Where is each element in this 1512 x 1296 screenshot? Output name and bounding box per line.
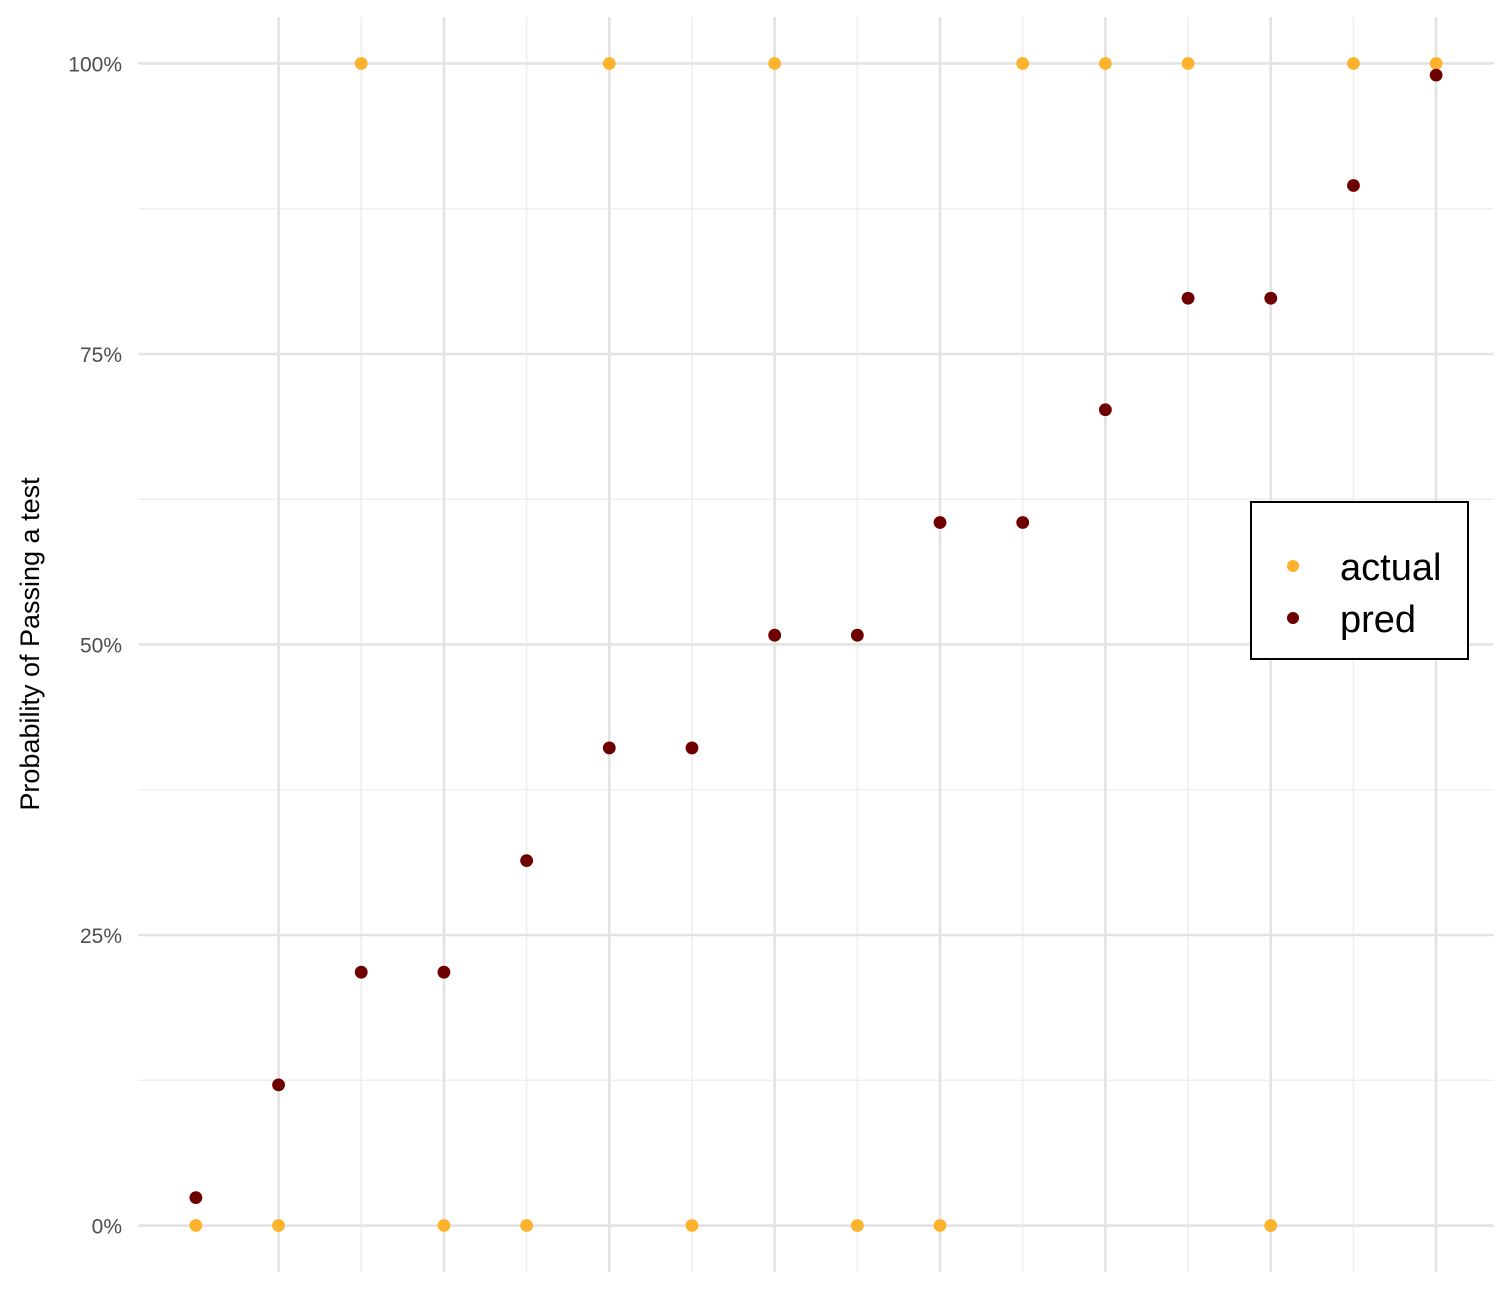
- point-pred: [1098, 403, 1112, 417]
- point-pred: [850, 628, 864, 642]
- point-actual: [1181, 57, 1195, 70]
- legend-label-actual: actual: [1340, 547, 1441, 589]
- point-pred: [1264, 291, 1278, 305]
- y-tick-label: 25%: [80, 925, 122, 948]
- legend-key-actual: [1287, 560, 1299, 572]
- point-actual: [850, 1219, 864, 1232]
- point-pred: [1181, 291, 1195, 305]
- point-actual: [768, 57, 782, 70]
- point-actual: [520, 1219, 534, 1232]
- point-actual: [189, 1219, 203, 1232]
- point-pred: [768, 628, 782, 642]
- point-pred: [685, 741, 699, 755]
- point-pred: [933, 516, 947, 529]
- point-actual: [1429, 57, 1443, 70]
- legend: actual pred: [1250, 501, 1469, 660]
- y-tick-label: 50%: [80, 635, 122, 658]
- point-actual: [933, 1219, 947, 1232]
- point-actual: [602, 57, 616, 70]
- legend-label-pred: pred: [1340, 599, 1416, 641]
- legend-key-pred: [1287, 612, 1299, 624]
- point-pred: [1429, 68, 1443, 82]
- y-tick-label: 75%: [80, 344, 122, 367]
- point-actual: [272, 1219, 285, 1232]
- point-actual: [1347, 57, 1360, 70]
- point-pred: [354, 965, 368, 979]
- y-axis-tick-labels: 0% 25% 50% 75% 100%: [68, 53, 122, 1238]
- point-actual: [1264, 1219, 1278, 1232]
- legend-box: [1250, 501, 1469, 660]
- point-actual: [1016, 57, 1030, 70]
- y-tick-label: 0%: [92, 1216, 122, 1239]
- point-actual: [1098, 57, 1112, 70]
- point-actual: [437, 1219, 451, 1232]
- point-pred: [1016, 516, 1030, 529]
- y-tick-label: 100%: [68, 53, 122, 76]
- point-pred: [520, 854, 534, 868]
- point-pred: [189, 1191, 203, 1205]
- point-actual: [685, 1219, 699, 1232]
- data-points: [189, 57, 1443, 1232]
- y-axis-title: Probability of Passing a test: [15, 477, 45, 811]
- point-pred: [437, 965, 451, 979]
- point-actual: [354, 57, 368, 70]
- point-pred: [1347, 179, 1360, 192]
- point-pred: [272, 1078, 285, 1092]
- point-pred: [602, 741, 616, 755]
